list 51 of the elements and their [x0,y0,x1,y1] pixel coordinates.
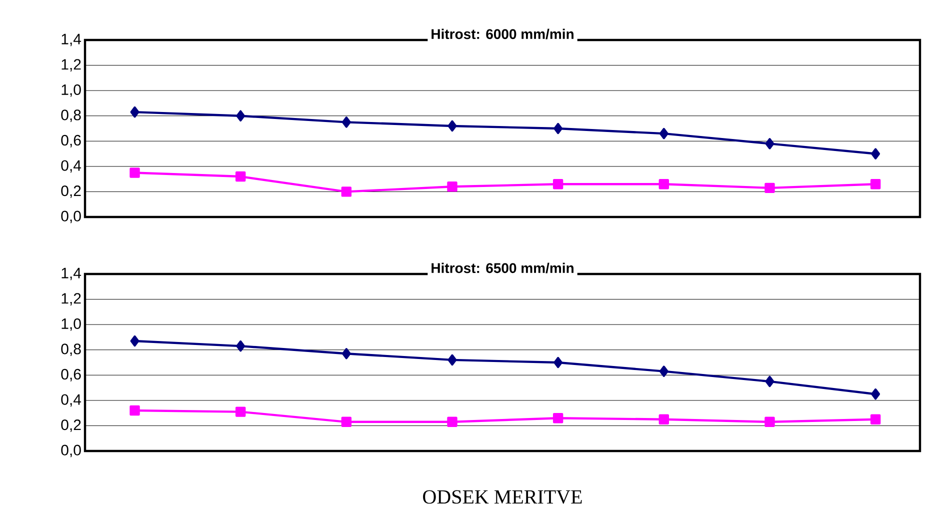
point [659,366,668,377]
point [764,416,775,428]
point [552,179,564,190]
point [765,138,774,150]
point [236,340,246,352]
point [552,413,564,424]
point [659,128,668,140]
y-tick-label: 0,6 [61,368,81,382]
y-tick-label: 0,0 [61,210,81,224]
chart-title: Hitrost: 6500 mm/min [432,262,574,274]
point [554,356,563,368]
point [130,405,140,416]
point [341,416,352,428]
y-tick-label: 0,4 [61,160,82,173]
point [764,182,775,194]
point [658,414,669,424]
point [448,120,457,132]
y-tick-label: 1,0 [62,84,81,97]
y-tick-label: 0,4 [61,394,82,407]
y-tick-label: 0,0 [61,444,81,458]
y-tick-label: 1,2 [62,293,81,306]
point [448,354,457,366]
point [870,414,881,424]
point [658,179,669,190]
point [870,179,881,190]
y-tick-label: 1,4 [62,268,82,280]
point [447,416,458,428]
point [130,335,140,347]
y-tick-label: 1,0 [62,318,81,331]
y-tick-label: 1,2 [62,59,81,72]
chart-title: Hitrost: 6000 mm/min [432,28,574,40]
point [235,171,246,182]
point [235,406,246,417]
point [342,348,351,360]
y-tick-label: 0,8 [61,344,81,356]
point [765,376,774,388]
y-tick-label: 0,8 [61,110,81,122]
y-tick-label: 0,2 [61,186,81,198]
y-tick-label: 0,2 [61,420,81,432]
point [130,168,140,178]
point [871,148,880,160]
point [130,106,140,118]
point [871,388,880,400]
point [342,116,351,128]
point [236,110,246,122]
point [447,182,458,192]
y-tick-label: 1,4 [62,34,82,46]
point [341,186,352,197]
x-axis-title: ODSEK MERITVE [423,490,582,504]
point [554,122,563,134]
y-tick-label: 0,6 [61,134,81,148]
